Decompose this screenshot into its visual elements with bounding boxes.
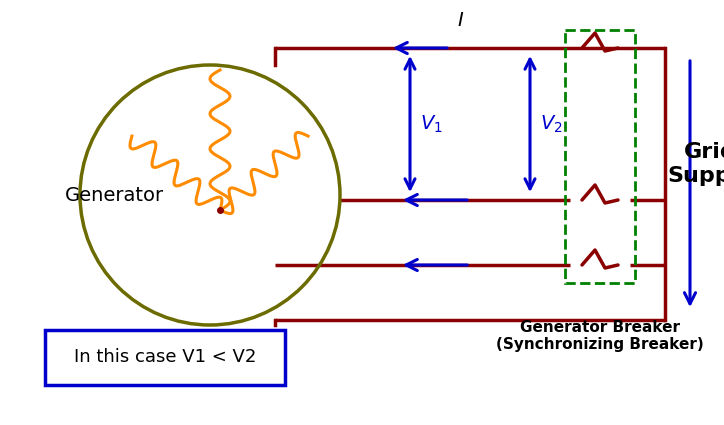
Text: $V_1$: $V_1$	[420, 113, 442, 135]
Bar	[565, 30, 635, 283]
Text: I: I	[457, 11, 463, 30]
Text: In this case V1 < V2: In this case V1 < V2	[74, 348, 256, 366]
Text: $V_2$: $V_2$	[540, 113, 563, 135]
Bar	[45, 330, 285, 385]
Text: Grid
Supply: Grid Supply	[667, 142, 724, 186]
Text: Generator: Generator	[65, 185, 164, 204]
Text: Generator Breaker
(Synchronizing Breaker): Generator Breaker (Synchronizing Breaker…	[496, 320, 704, 352]
